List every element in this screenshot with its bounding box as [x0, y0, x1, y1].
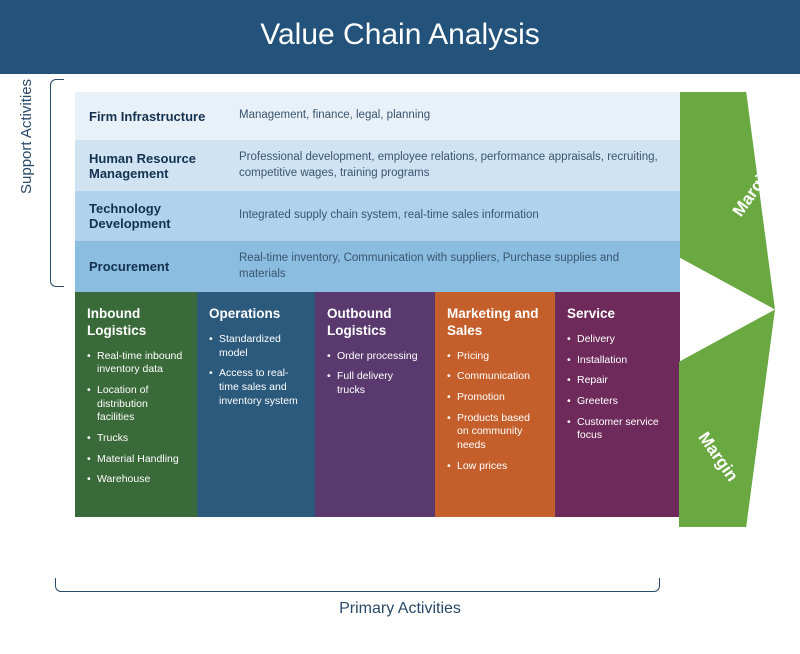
primary-column-item: Promotion [447, 391, 543, 405]
primary-column-item: Low prices [447, 460, 543, 474]
primary-column: Operations Standardized model Access to re… [197, 292, 315, 517]
primary-column: Service Delivery Installation Repair Greeter… [555, 292, 680, 517]
support-row-desc: Management, finance, legal, planning [239, 108, 430, 124]
primary-column: Inbound Logistics Real-time inbound inven… [75, 292, 197, 517]
primary-brace [55, 578, 660, 592]
primary-column: Marketing and SalesPricingCommunicationP… [435, 292, 555, 517]
primary-column: Outbound Logistics Order processing Full d… [315, 292, 435, 517]
primary-column-list: Real-time inbound inventory data Location… [87, 350, 185, 487]
primary-column-item: Order processing [327, 350, 423, 364]
support-row-desc: Integrated supply chain system, real-tim… [239, 208, 539, 224]
primary-column-item: Location of distribution facilities [87, 384, 185, 425]
primary-column-item: Standardized model [209, 333, 303, 360]
primary-column-item: Warehouse [87, 473, 185, 487]
primary-column-item: Delivery [567, 333, 668, 347]
primary-column-list: Standardized model Access to real-time sa… [209, 333, 303, 408]
primary-column-item: Installation [567, 354, 668, 368]
support-rows: Firm InfrastructureManagement, finance, … [75, 92, 680, 292]
primary-column-item: Full delivery trucks [327, 370, 423, 397]
primary-column-item: Trucks [87, 432, 185, 446]
primary-column-item: Customer service focus [567, 416, 668, 443]
support-row: ProcurementReal-time inventory, Communic… [75, 241, 680, 292]
support-row: Firm InfrastructureManagement, finance, … [75, 92, 680, 140]
primary-column-title: Operations [209, 306, 303, 323]
primary-activities-label: Primary Activities [0, 600, 800, 618]
support-row-title: Firm Infrastructure [89, 109, 239, 124]
primary-column-item: Access to real-time sales and inventory … [209, 367, 303, 408]
diagram-wrap: Support Activities Margin Margin Firm In… [0, 74, 800, 634]
support-row-title: Procurement [89, 259, 239, 274]
support-row-desc: Real-time inventory, Communication with … [239, 251, 666, 282]
support-row-title: Technology Development [89, 201, 239, 231]
support-row: Technology DevelopmentIntegrated supply … [75, 191, 680, 241]
support-activities-label: Support Activities [18, 79, 35, 194]
support-row-desc: Professional development, employee relat… [239, 150, 666, 181]
support-row: Human Resource ManagementProfessional de… [75, 140, 680, 191]
primary-column-list: Delivery Installation Repair Greeters Custom… [567, 333, 668, 443]
primary-column-item: Real-time inbound inventory data [87, 350, 185, 377]
primary-column-title: Marketing and Sales [447, 306, 543, 340]
page-title: Value Chain Analysis [0, 0, 800, 74]
primary-column-list: Order processing Full delivery trucks [327, 350, 423, 398]
primary-columns: Inbound Logistics Real-time inbound inven… [75, 292, 680, 517]
primary-column-item: Greeters [567, 395, 668, 409]
support-row-title: Human Resource Management [89, 151, 239, 181]
primary-column-item: Pricing [447, 350, 543, 364]
primary-column-item: Products based on community needs [447, 412, 543, 453]
primary-column-list: Pricing Communication Promotion Products ba… [447, 350, 543, 473]
support-brace [50, 79, 64, 287]
primary-column-item: Communication [447, 370, 543, 384]
primary-column-item: Material Handling [87, 453, 185, 467]
value-chain-chart: Margin Margin Firm InfrastructureManagem… [75, 92, 775, 517]
primary-column-title: Outbound Logistics [327, 306, 423, 340]
primary-column-title: Inbound Logistics [87, 306, 185, 340]
primary-column-title: Service [567, 306, 668, 323]
primary-column-item: Repair [567, 374, 668, 388]
